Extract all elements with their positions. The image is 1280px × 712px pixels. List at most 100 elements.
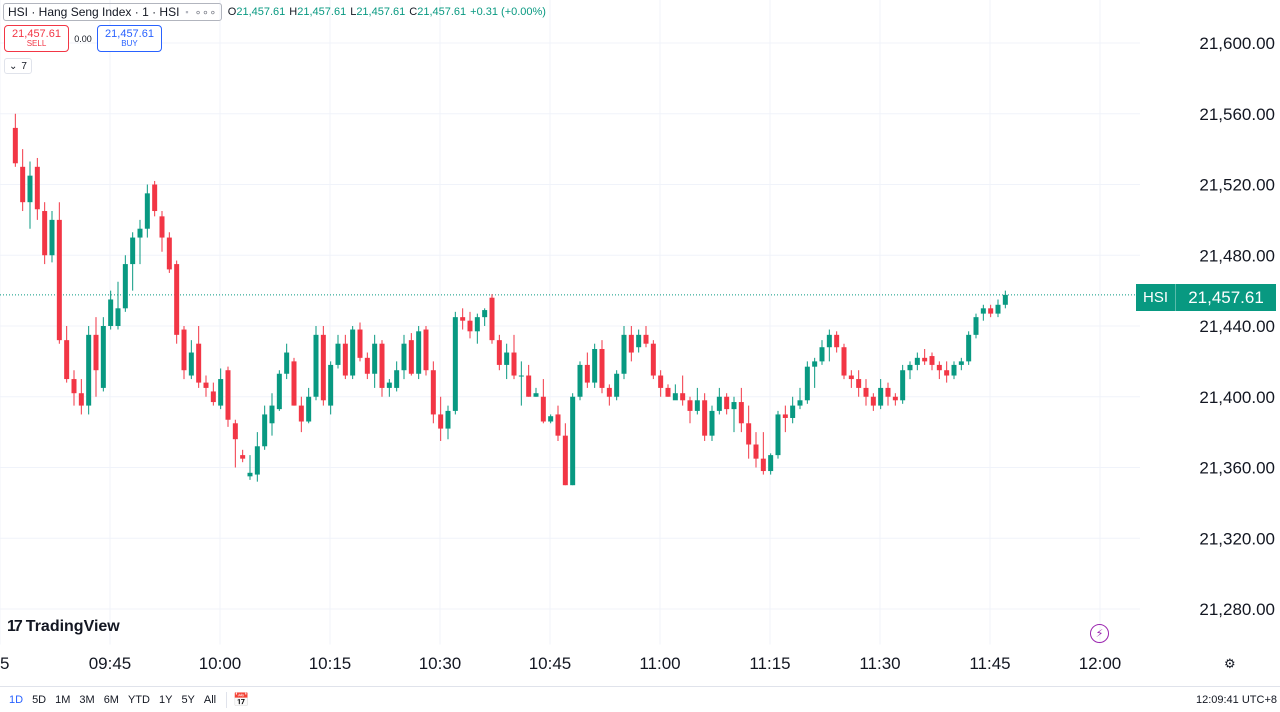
range-button-6m[interactable]: 6M bbox=[103, 693, 119, 706]
candle-body[interactable] bbox=[320, 334, 326, 401]
candle-body[interactable] bbox=[452, 317, 458, 411]
candle-body[interactable] bbox=[401, 343, 407, 371]
candle-body[interactable] bbox=[929, 356, 935, 365]
candle-body[interactable] bbox=[790, 405, 796, 418]
candle-body[interactable] bbox=[174, 264, 180, 335]
candle-body[interactable] bbox=[291, 361, 297, 406]
candle-body[interactable] bbox=[56, 219, 62, 341]
candle-body[interactable] bbox=[313, 334, 319, 397]
candle-body[interactable] bbox=[93, 334, 99, 371]
clock-label[interactable]: 12:09:41 UTC+8 bbox=[1195, 693, 1277, 706]
candle-body[interactable] bbox=[922, 357, 928, 362]
candle-body[interactable] bbox=[973, 317, 979, 335]
range-button-1d[interactable]: 1D bbox=[9, 693, 24, 706]
candle-body[interactable] bbox=[210, 391, 216, 403]
candle-body[interactable] bbox=[42, 211, 48, 256]
candle-body[interactable] bbox=[71, 379, 77, 394]
candle-body[interactable] bbox=[812, 361, 818, 367]
candle-body[interactable] bbox=[797, 400, 803, 406]
candle-body[interactable] bbox=[826, 334, 832, 348]
candle-body[interactable] bbox=[577, 364, 583, 397]
candle-body[interactable] bbox=[643, 334, 649, 344]
candle-body[interactable] bbox=[78, 393, 84, 406]
candle-body[interactable] bbox=[694, 400, 700, 411]
candle-body[interactable] bbox=[885, 387, 891, 397]
candle-body[interactable] bbox=[606, 387, 612, 397]
candle-body[interactable] bbox=[504, 352, 510, 365]
candle-body[interactable] bbox=[430, 370, 436, 415]
candle-body[interactable] bbox=[636, 334, 642, 348]
candle-body[interactable] bbox=[650, 343, 656, 376]
candle-body[interactable] bbox=[819, 347, 825, 362]
candle-body[interactable] bbox=[181, 329, 187, 371]
indicators-toggle[interactable]: ⌄ 7 bbox=[4, 58, 32, 74]
candle-body[interactable] bbox=[892, 396, 898, 401]
lightning-bolt-icon[interactable]: ⚡ bbox=[1090, 624, 1109, 643]
candle-body[interactable] bbox=[438, 414, 444, 429]
candle-body[interactable] bbox=[621, 334, 627, 374]
candle-body[interactable] bbox=[196, 343, 202, 383]
candle-body[interactable] bbox=[988, 308, 994, 314]
candle-body[interactable] bbox=[511, 352, 517, 376]
candle-body[interactable] bbox=[49, 219, 55, 256]
calendar-range-icon[interactable]: 📅 bbox=[233, 691, 250, 707]
candle-body[interactable] bbox=[834, 334, 840, 348]
candle-body[interactable] bbox=[760, 458, 766, 472]
candle-body[interactable] bbox=[130, 237, 136, 265]
candle-body[interactable] bbox=[687, 400, 693, 411]
candle-body[interactable] bbox=[269, 405, 275, 424]
sell-button[interactable]: 21,457.61 SELL bbox=[4, 25, 69, 52]
candle-body[interactable] bbox=[856, 379, 862, 388]
candle-body[interactable] bbox=[394, 370, 400, 388]
candle-body[interactable] bbox=[254, 446, 260, 475]
candle-body[interactable] bbox=[108, 299, 114, 326]
candle-body[interactable] bbox=[878, 387, 884, 406]
candle-body[interactable] bbox=[144, 193, 150, 229]
candle-body[interactable] bbox=[936, 364, 942, 371]
candle-body[interactable] bbox=[218, 379, 224, 406]
candle-body[interactable] bbox=[159, 216, 165, 238]
candle-body[interactable] bbox=[408, 340, 414, 374]
square-icon[interactable]: ▪ bbox=[185, 7, 189, 17]
candle-body[interactable] bbox=[966, 334, 972, 362]
candle-body[interactable] bbox=[562, 435, 568, 486]
candle-body[interactable] bbox=[672, 393, 678, 401]
candle-body[interactable] bbox=[768, 455, 774, 472]
range-button-5d[interactable]: 5D bbox=[32, 693, 47, 706]
candle-body[interactable] bbox=[540, 396, 546, 422]
settings-icon[interactable]: ⚙ bbox=[1224, 656, 1236, 671]
candle-body[interactable] bbox=[203, 382, 209, 388]
candle-body[interactable] bbox=[841, 347, 847, 376]
candle-body[interactable] bbox=[372, 343, 378, 374]
candle-body[interactable] bbox=[848, 375, 854, 380]
candle-body[interactable] bbox=[958, 361, 964, 365]
candle-body[interactable] bbox=[225, 370, 231, 420]
candle-body[interactable] bbox=[548, 416, 554, 422]
candle-body[interactable] bbox=[350, 329, 356, 376]
symbol-search-button[interactable]: HSI · Hang Seng Index · 1 · HSI ▪ ∘∘∘ bbox=[3, 3, 222, 21]
candle-body[interactable] bbox=[379, 343, 385, 388]
candle-body[interactable] bbox=[496, 340, 502, 365]
candle-body[interactable] bbox=[335, 343, 341, 365]
candle-body[interactable] bbox=[232, 423, 238, 440]
candle-body[interactable] bbox=[20, 166, 26, 203]
candle-body[interactable] bbox=[702, 400, 708, 436]
candle-body[interactable] bbox=[188, 352, 194, 376]
candle-body[interactable] bbox=[870, 396, 876, 406]
candle-body[interactable] bbox=[152, 184, 158, 212]
range-button-5y[interactable]: 5Y bbox=[181, 693, 195, 706]
candle-body[interactable] bbox=[753, 444, 759, 459]
range-button-3m[interactable]: 3M bbox=[79, 693, 95, 706]
candle-body[interactable] bbox=[262, 414, 268, 447]
candle-body[interactable] bbox=[240, 455, 246, 459]
candle-body[interactable] bbox=[782, 414, 788, 418]
range-button-ytd[interactable]: YTD bbox=[127, 693, 150, 706]
candle-body[interactable] bbox=[555, 414, 561, 436]
candle-body[interactable] bbox=[122, 264, 128, 309]
candle-body[interactable] bbox=[423, 329, 429, 371]
candle-body[interactable] bbox=[12, 127, 18, 164]
candle-body[interactable] bbox=[1002, 294, 1008, 305]
buy-button[interactable]: 21,457.61 BUY bbox=[97, 25, 162, 52]
